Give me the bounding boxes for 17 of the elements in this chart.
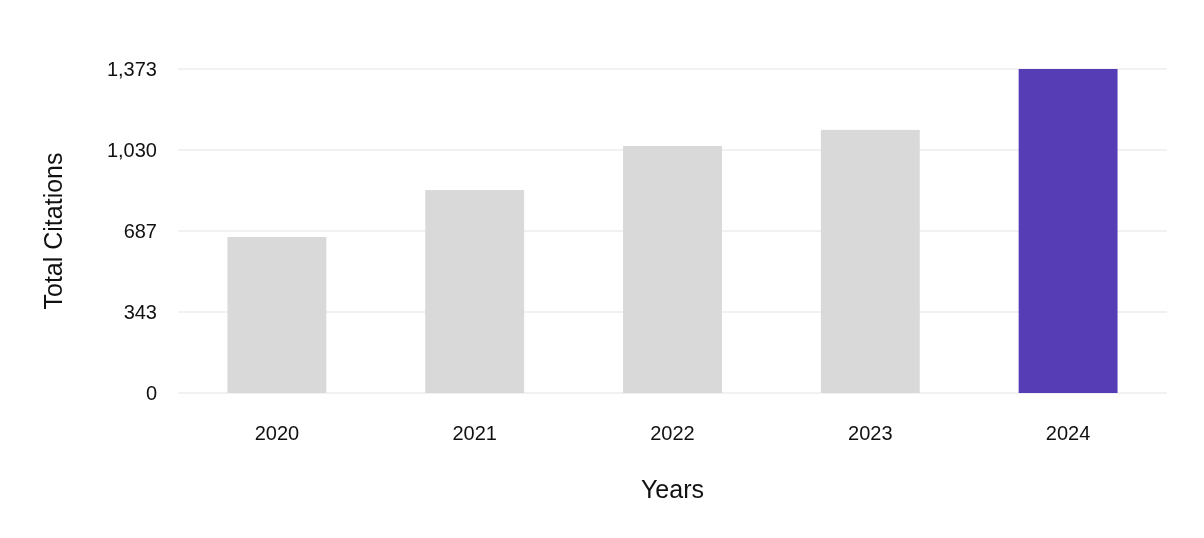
bar bbox=[820, 129, 920, 393]
y-tick-label: 0 bbox=[145, 382, 157, 404]
bar bbox=[623, 145, 722, 393]
y-tick-label: 1,373 bbox=[106, 58, 157, 80]
x-tick-label: 2024 bbox=[1045, 422, 1091, 444]
y-tick-label: 343 bbox=[123, 301, 157, 324]
y-tick-label: 687 bbox=[123, 219, 157, 242]
y-tick-label: 1,030 bbox=[106, 138, 157, 161]
x-tick-label: 2020 bbox=[254, 422, 300, 444]
x-tick-label: 2023 bbox=[848, 422, 893, 444]
bar bbox=[425, 190, 525, 393]
x-axis-title: Years bbox=[640, 475, 705, 503]
bar bbox=[1018, 69, 1118, 393]
bar bbox=[227, 237, 327, 393]
x-tick-label: 2022 bbox=[650, 422, 695, 444]
x-tick-label: 2021 bbox=[452, 422, 497, 444]
y-axis-title: Total Citations bbox=[39, 152, 67, 310]
